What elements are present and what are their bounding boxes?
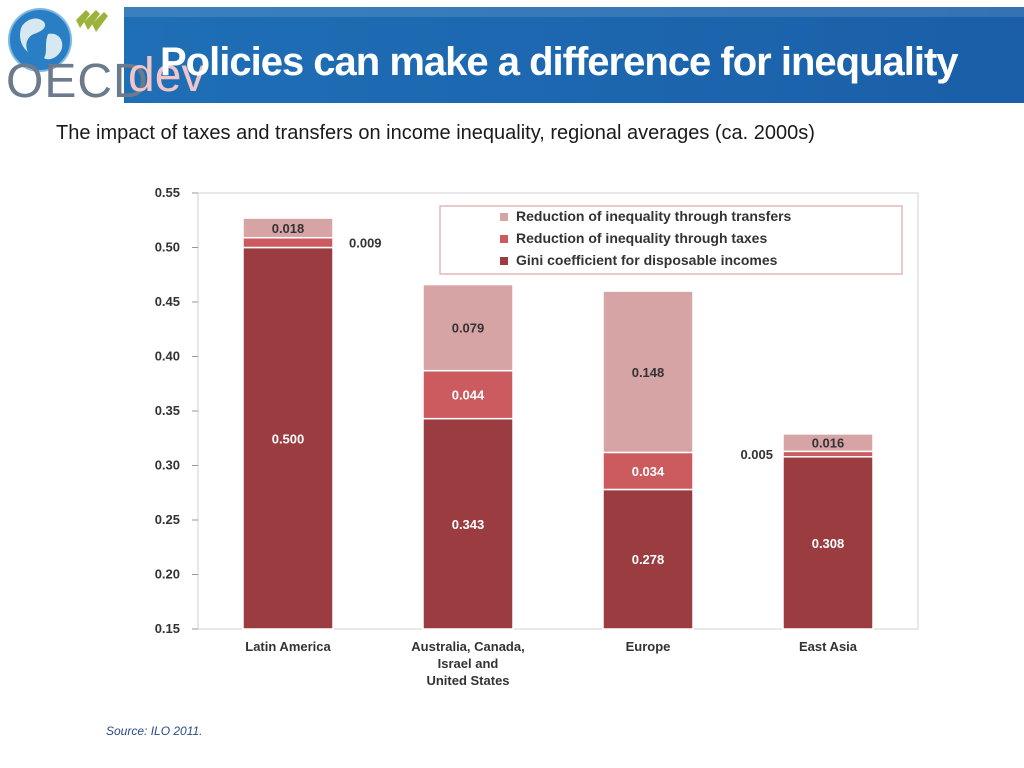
bar-data-label: 0.018 <box>272 221 305 236</box>
x-category-label: Israel and <box>438 656 499 671</box>
y-tick-label: 0.35 <box>155 403 180 418</box>
legend-label: Reduction of inequality through taxes <box>516 230 767 246</box>
bar-segment <box>602 451 694 491</box>
x-category-label: Australia, Canada, <box>411 639 524 654</box>
bar-data-label: 0.044 <box>452 388 485 403</box>
y-tick-label: 0.20 <box>155 567 180 582</box>
y-tick-label: 0.25 <box>155 512 180 527</box>
y-tick-label: 0.55 <box>155 185 180 200</box>
oecd-globe-logo-icon <box>8 8 108 72</box>
x-category-label: Europe <box>626 639 671 654</box>
page-title: Policies can make a difference for inequ… <box>160 40 959 84</box>
chart-subtitle: The impact of taxes and transfers on inc… <box>56 122 815 144</box>
y-tick-label: 0.40 <box>155 349 180 364</box>
bar-data-label: 0.005 <box>740 447 773 462</box>
header-band <box>124 7 1024 103</box>
bar-data-label: 0.343 <box>452 517 485 532</box>
legend-label: Gini coefficient for disposable incomes <box>516 252 778 268</box>
y-tick-label: 0.45 <box>155 294 180 309</box>
bar-data-label: 0.009 <box>349 236 382 251</box>
legend-swatch <box>500 213 508 221</box>
dev-logo-text: dev <box>128 49 206 102</box>
legend-swatch <box>500 235 508 243</box>
legend-swatch <box>500 257 508 265</box>
bar-data-label: 0.500 <box>272 431 305 446</box>
bar-data-label: 0.308 <box>812 536 845 551</box>
oecd-logo-text: OECD <box>6 55 149 108</box>
x-category-label: United States <box>426 673 509 688</box>
bar-data-label: 0.016 <box>812 436 845 451</box>
bar-data-label: 0.079 <box>452 321 485 336</box>
x-category-label: Latin America <box>245 639 331 654</box>
y-tick-label: 0.30 <box>155 458 180 473</box>
bar-data-label: 0.278 <box>632 552 665 567</box>
bar-segment <box>242 217 334 239</box>
legend-label: Reduction of inequality through transfer… <box>516 208 792 224</box>
y-tick-label: 0.15 <box>155 621 180 636</box>
bar-segment <box>422 283 514 372</box>
bar-segment <box>422 417 514 630</box>
bar-segment <box>242 246 334 630</box>
x-category-label: East Asia <box>799 639 858 654</box>
source-note: Source: ILO 2011. <box>106 724 203 738</box>
bar-segment <box>782 450 874 458</box>
y-tick-label: 0.50 <box>155 240 180 255</box>
bar-segment <box>782 433 874 453</box>
bar-segment <box>602 290 694 454</box>
bar-segment <box>602 488 694 630</box>
bar-data-label: 0.148 <box>632 365 665 380</box>
legend-box <box>439 205 903 275</box>
bar-segment <box>422 369 514 420</box>
bar-data-label: 0.034 <box>632 464 665 479</box>
bar-segment <box>242 236 334 249</box>
